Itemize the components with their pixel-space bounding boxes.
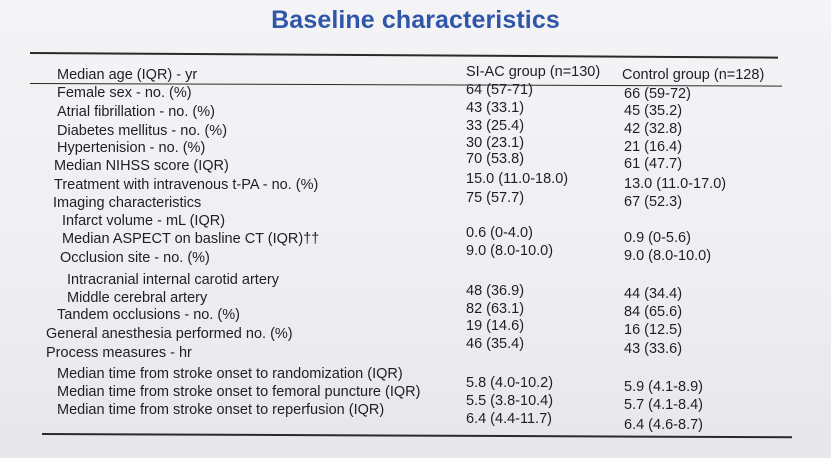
row-label: General anesthesia performed no. (%)	[46, 326, 293, 342]
row-label: Median age (IQR) - yr	[57, 67, 198, 83]
si-ac-value: 0.6 (0-4.0)	[466, 225, 533, 241]
si-ac-value: 5.5 (3.8-10.4)	[466, 393, 554, 409]
si-ac-value: 82 (63.1)	[466, 301, 525, 317]
row-label: Imaging characteristics	[53, 195, 202, 211]
control-value: 44 (34.4)	[624, 286, 683, 302]
row-label: Median time from stroke onset to randomi…	[57, 366, 403, 382]
control-value: 61 (47.7)	[624, 156, 683, 172]
row-label: Median time from stroke onset to reperfu…	[57, 402, 385, 418]
row-label: Treatment with intravenous t-PA - no. (%…	[54, 177, 319, 193]
row-label: Hypertenision - no. (%)	[57, 140, 206, 156]
control-value: 66 (59-72)	[624, 86, 691, 102]
row-label: Infarct volume - mL (IQR)	[62, 213, 226, 229]
control-value: 5.7 (4.1-8.4)	[624, 397, 703, 413]
control-value: 6.4 (4.6-8.7)	[624, 417, 703, 433]
slide-title: Baseline characteristics	[271, 6, 560, 34]
si-ac-value: 70 (53.8)	[466, 151, 525, 167]
control-value: 16 (12.5)	[624, 322, 683, 338]
si-ac-value: 46 (35.4)	[466, 336, 525, 352]
row-label: Middle cerebral artery	[67, 290, 208, 306]
control-value: 84 (65.6)	[624, 304, 683, 320]
column-header-control: Control group (n=128)	[622, 67, 765, 83]
control-value: 43 (33.6)	[624, 341, 683, 357]
control-value: 13.0 (11.0-17.0)	[624, 176, 727, 192]
control-value: 21 (16.4)	[624, 139, 683, 155]
si-ac-value: 15.0 (11.0-18.0)	[466, 171, 569, 187]
si-ac-value: 19 (14.6)	[466, 318, 525, 334]
si-ac-value: 43 (33.1)	[466, 100, 525, 116]
row-label: Tandem occlusions - no. (%)	[57, 307, 240, 323]
row-label: Occlusion site - no. (%)	[60, 250, 210, 266]
top-rule	[29, 52, 778, 59]
control-value: 9.0 (8.0-10.0)	[624, 248, 712, 264]
column-header-si-ac: SI-AC group (n=130)	[466, 64, 601, 80]
control-value: 42 (32.8)	[624, 121, 683, 137]
row-label: Atrial fibrillation - no. (%)	[57, 104, 215, 120]
control-value: 67 (52.3)	[624, 194, 683, 210]
row-label: Process measures - hr	[46, 345, 192, 361]
si-ac-value: 9.0 (8.0-10.0)	[466, 243, 554, 259]
si-ac-value: 64 (57-71)	[466, 82, 533, 98]
control-value: 45 (35.2)	[624, 103, 683, 119]
control-value: 5.9 (4.1-8.9)	[624, 379, 703, 395]
row-label: Median ASPECT on basline CT (IQR)††	[62, 231, 320, 247]
row-label: Diabetes mellitus - no. (%)	[57, 123, 228, 139]
si-ac-value: 6.4 (4.4-11.7)	[466, 411, 552, 427]
row-label: Intracranial internal carotid artery	[67, 272, 279, 288]
row-label: Median NIHSS score (IQR)	[54, 158, 229, 174]
row-label: Female sex - no. (%)	[57, 85, 192, 101]
si-ac-value: 30 (23.1)	[466, 135, 525, 151]
row-label: Median time from stroke onset to femoral…	[57, 384, 421, 400]
si-ac-value: 48 (36.9)	[466, 283, 525, 299]
control-value: 0.9 (0-5.6)	[624, 230, 691, 246]
si-ac-value: 33 (25.4)	[466, 118, 525, 134]
si-ac-value: 75 (57.7)	[466, 190, 525, 206]
si-ac-value: 5.8 (4.0-10.2)	[466, 375, 554, 391]
